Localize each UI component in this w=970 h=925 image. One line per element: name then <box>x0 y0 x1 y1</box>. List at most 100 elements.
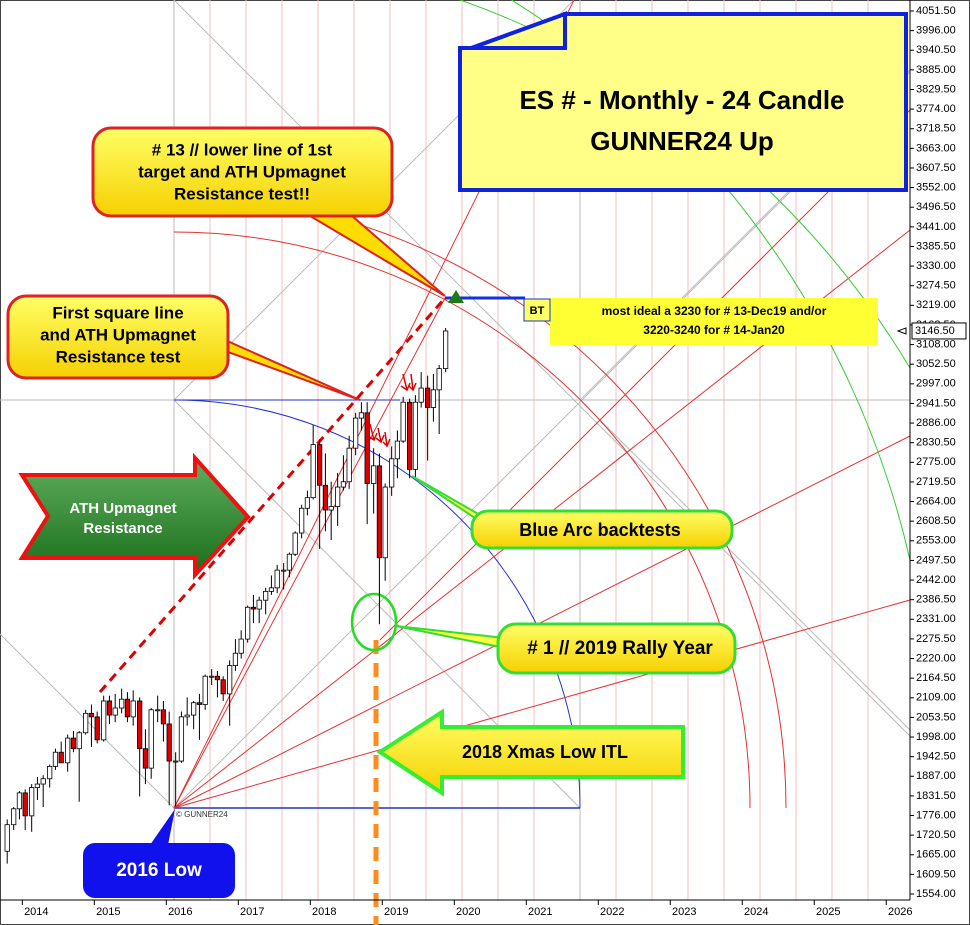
candle-body <box>400 401 406 442</box>
candle-body <box>124 698 131 718</box>
y-tick-label: 1887.00 <box>916 770 956 782</box>
annotation-blue-arc: Blue Arc backtests <box>411 475 734 550</box>
x-tick-label: 2023 <box>672 906 696 918</box>
annotation-text: ATH Upmagnet <box>69 500 176 517</box>
y-tick-label: 3219.00 <box>916 299 956 311</box>
chart-title: ES # - Monthly - 24 Candle <box>519 85 844 115</box>
candle-body <box>335 486 341 507</box>
x-tick-label: 2018 <box>312 906 336 918</box>
candle-body <box>4 824 10 852</box>
annotation-text: 2018 Xmas Low ITL <box>462 742 628 762</box>
y-tick-label: 4051.50 <box>916 5 956 17</box>
annotation-text: # 13 // lower line of 1st <box>152 140 333 159</box>
y-tick-label: 3385.50 <box>916 240 956 252</box>
annotation-text: BT <box>530 305 545 317</box>
annotation-target: most ideal a 3230 for # 13-Dec19 and/or … <box>523 298 878 345</box>
candle-body <box>184 714 190 718</box>
y-tick-label: 3552.00 <box>916 182 956 194</box>
y-tick-label: 1665.00 <box>916 849 956 861</box>
y-tick-label: 2608.50 <box>916 515 956 527</box>
candle-body <box>268 587 275 592</box>
candle-body <box>202 675 208 705</box>
candle-body <box>328 506 334 511</box>
annotation-text: Blue Arc backtests <box>519 520 680 540</box>
annotation-13: # 13 // lower line of 1st target and ATH… <box>91 126 446 297</box>
candle-body <box>371 465 377 484</box>
y-tick-label: 3663.00 <box>916 142 956 154</box>
candle-body <box>382 486 388 559</box>
y-tick-label: 3885.00 <box>916 64 956 76</box>
candle-body <box>317 444 323 486</box>
annotation-text: Resistance test!! <box>174 184 310 203</box>
candle-body <box>40 778 46 785</box>
x-tick-label: 2025 <box>816 906 840 918</box>
y-tick-label: 1554.00 <box>916 888 956 900</box>
annotation-text: 3220-3240 for # 14-Jan20 <box>643 323 785 337</box>
annotation-text: Resistance <box>83 520 162 537</box>
candle-body <box>346 447 352 483</box>
candle-body <box>34 783 41 788</box>
candle-body <box>76 732 82 750</box>
candle-body <box>106 700 113 716</box>
candle-body <box>88 712 95 718</box>
candle-body <box>58 751 64 764</box>
y-tick-label: 3052.50 <box>916 358 956 370</box>
y-tick-label: 2775.00 <box>916 456 956 468</box>
y-tick-label: 2997.00 <box>916 378 956 390</box>
candle-body <box>173 760 179 763</box>
annotation-text: and ATH Upmagnet <box>40 325 196 344</box>
y-tick-label: 2719.50 <box>916 476 956 488</box>
current-price-box <box>911 322 967 340</box>
candle-body <box>310 444 316 499</box>
y-tick-label: 2275.50 <box>916 633 956 645</box>
annotation-text: First square line <box>52 303 183 322</box>
y-tick-label: 3607.50 <box>916 162 956 174</box>
current-price-label: 3146.50 <box>915 325 955 337</box>
candle-body <box>256 599 262 610</box>
candle-body <box>425 387 431 408</box>
candle-body <box>83 712 89 734</box>
y-tick-label: 2109.00 <box>916 692 956 704</box>
candle-body <box>322 484 329 511</box>
title-box: ES # - Monthly - 24 Candle GUNNER24 Up <box>458 11 908 192</box>
candle-body <box>16 792 23 810</box>
candle-body <box>430 389 437 408</box>
candle-body <box>130 700 136 718</box>
y-tick-label: 3441.00 <box>916 221 956 233</box>
candle-body <box>407 401 413 470</box>
candle-body <box>22 792 28 817</box>
candle-body <box>94 716 100 741</box>
candle-body <box>245 606 251 640</box>
y-tick-label: 1609.50 <box>916 868 956 880</box>
candle-body <box>137 700 143 750</box>
x-tick-label: 2021 <box>528 906 552 918</box>
candle-body <box>220 679 226 695</box>
candle-body <box>436 368 442 391</box>
candle-body <box>299 507 305 534</box>
candle-body <box>340 481 347 488</box>
y-tick-label: 2941.50 <box>916 397 956 409</box>
candle-body <box>11 808 17 826</box>
y-tick-label: 1831.50 <box>916 790 956 802</box>
y-tick-label: 2053.50 <box>916 711 956 723</box>
candle-body <box>364 412 370 484</box>
annotation-text: target and ATH Upmagnet <box>138 162 346 181</box>
candle-body <box>142 748 149 769</box>
candle-body <box>166 723 172 762</box>
y-tick-label: 3774.00 <box>916 103 956 115</box>
candle-body <box>214 675 221 681</box>
candle-body <box>119 698 125 709</box>
watermark: © GUNNER24 <box>176 810 228 819</box>
candle-body <box>281 569 287 572</box>
annotation-text: # 1 // 2019 Rally Year <box>527 638 713 659</box>
x-tick-label: 2016 <box>168 906 192 918</box>
y-tick-label: 3829.50 <box>916 83 956 95</box>
candle-body <box>160 709 167 725</box>
candle-body <box>232 652 239 667</box>
x-tick-label: 2022 <box>600 906 624 918</box>
x-tick-label: 2019 <box>384 906 408 918</box>
candle-body <box>292 532 298 555</box>
candle-body <box>155 709 161 712</box>
annotation-xmas-arrow: 2018 Xmas Low ITL <box>376 708 685 797</box>
